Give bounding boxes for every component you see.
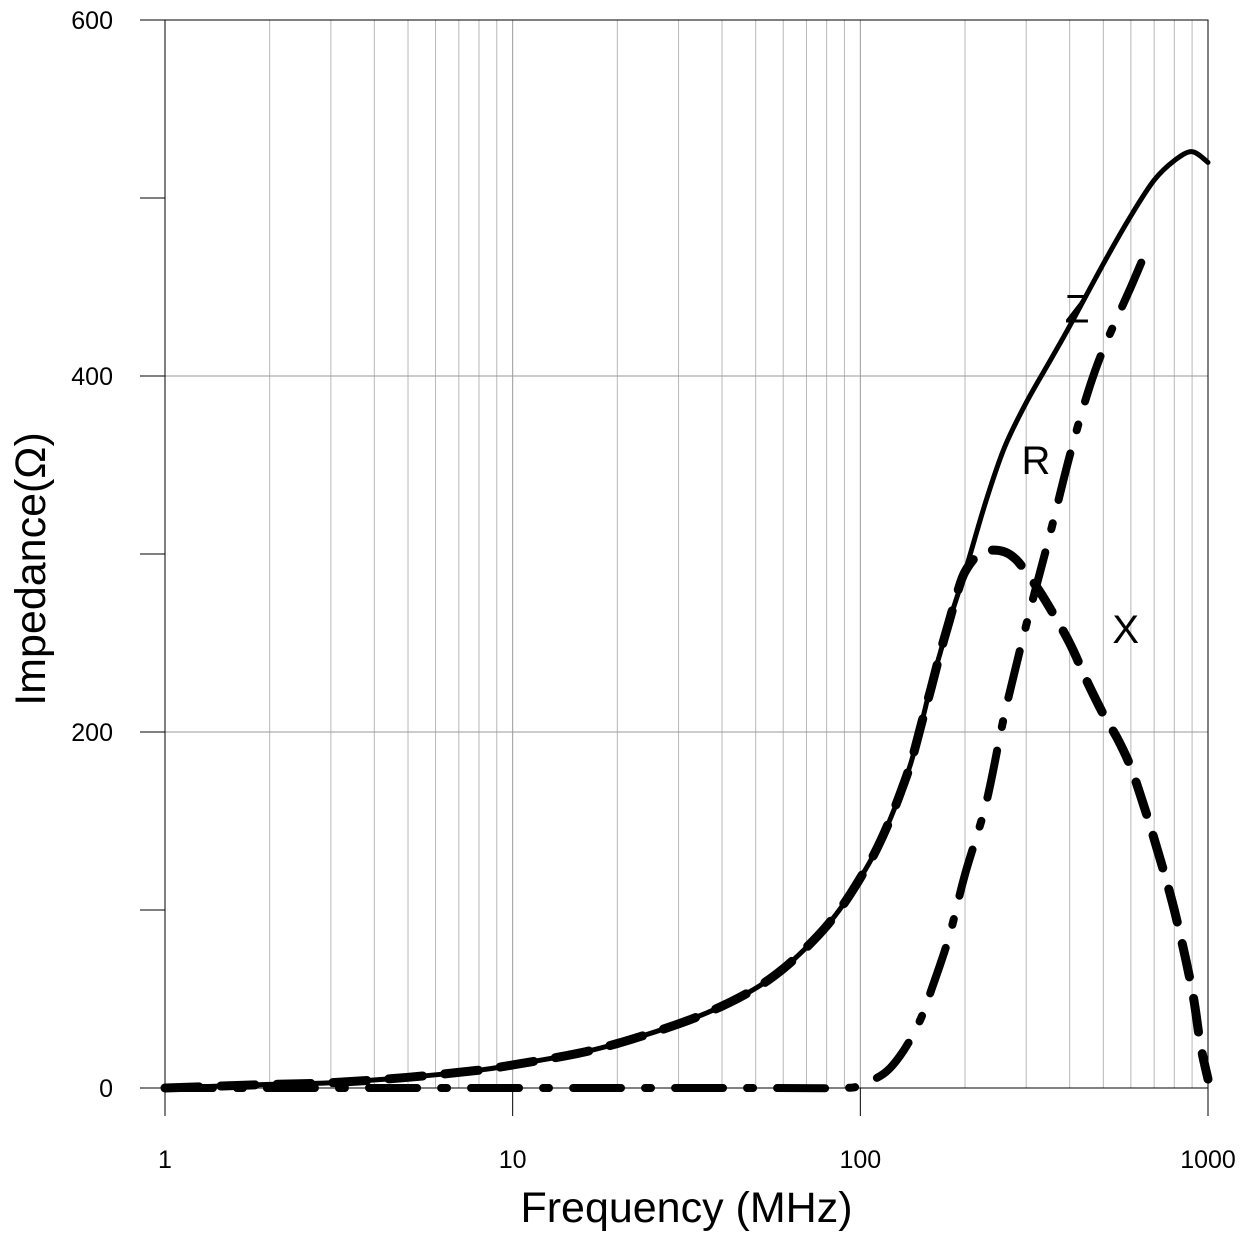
series-label-z: Z: [1065, 288, 1089, 332]
minor-gridlines: [269, 20, 1193, 1088]
x-axis-ticks: 1 10 100 1000: [158, 1088, 1236, 1174]
series-lines: [160, 149, 1213, 1093]
series-line-z: [162, 149, 1211, 1091]
x-tick-label: 100: [839, 1146, 881, 1174]
y-tick-label: 600: [71, 7, 113, 35]
series-label-x: X: [1112, 608, 1139, 652]
x-tick-label: 1: [158, 1146, 172, 1174]
x-tick-label: 1000: [1180, 1146, 1236, 1174]
x-tick-label: 10: [499, 1146, 527, 1174]
y-tick-label: 400: [71, 363, 113, 391]
y-axis-title: Impedance(Ω): [7, 432, 55, 706]
series-line-x: [160, 545, 1213, 1093]
series-labels: Z R X: [1022, 288, 1140, 652]
x-axis-title: Frequency (MHz): [520, 1184, 852, 1232]
y-tick-label: 0: [99, 1075, 113, 1103]
y-axis-ticks: 0 200 400 600: [71, 7, 165, 1103]
series-label-r: R: [1022, 439, 1051, 483]
series-line-r: [161, 238, 1154, 1093]
plot-frame: [164, 19, 1209, 1089]
y-tick-label: 200: [71, 719, 113, 747]
major-gridlines: [164, 19, 1209, 1089]
